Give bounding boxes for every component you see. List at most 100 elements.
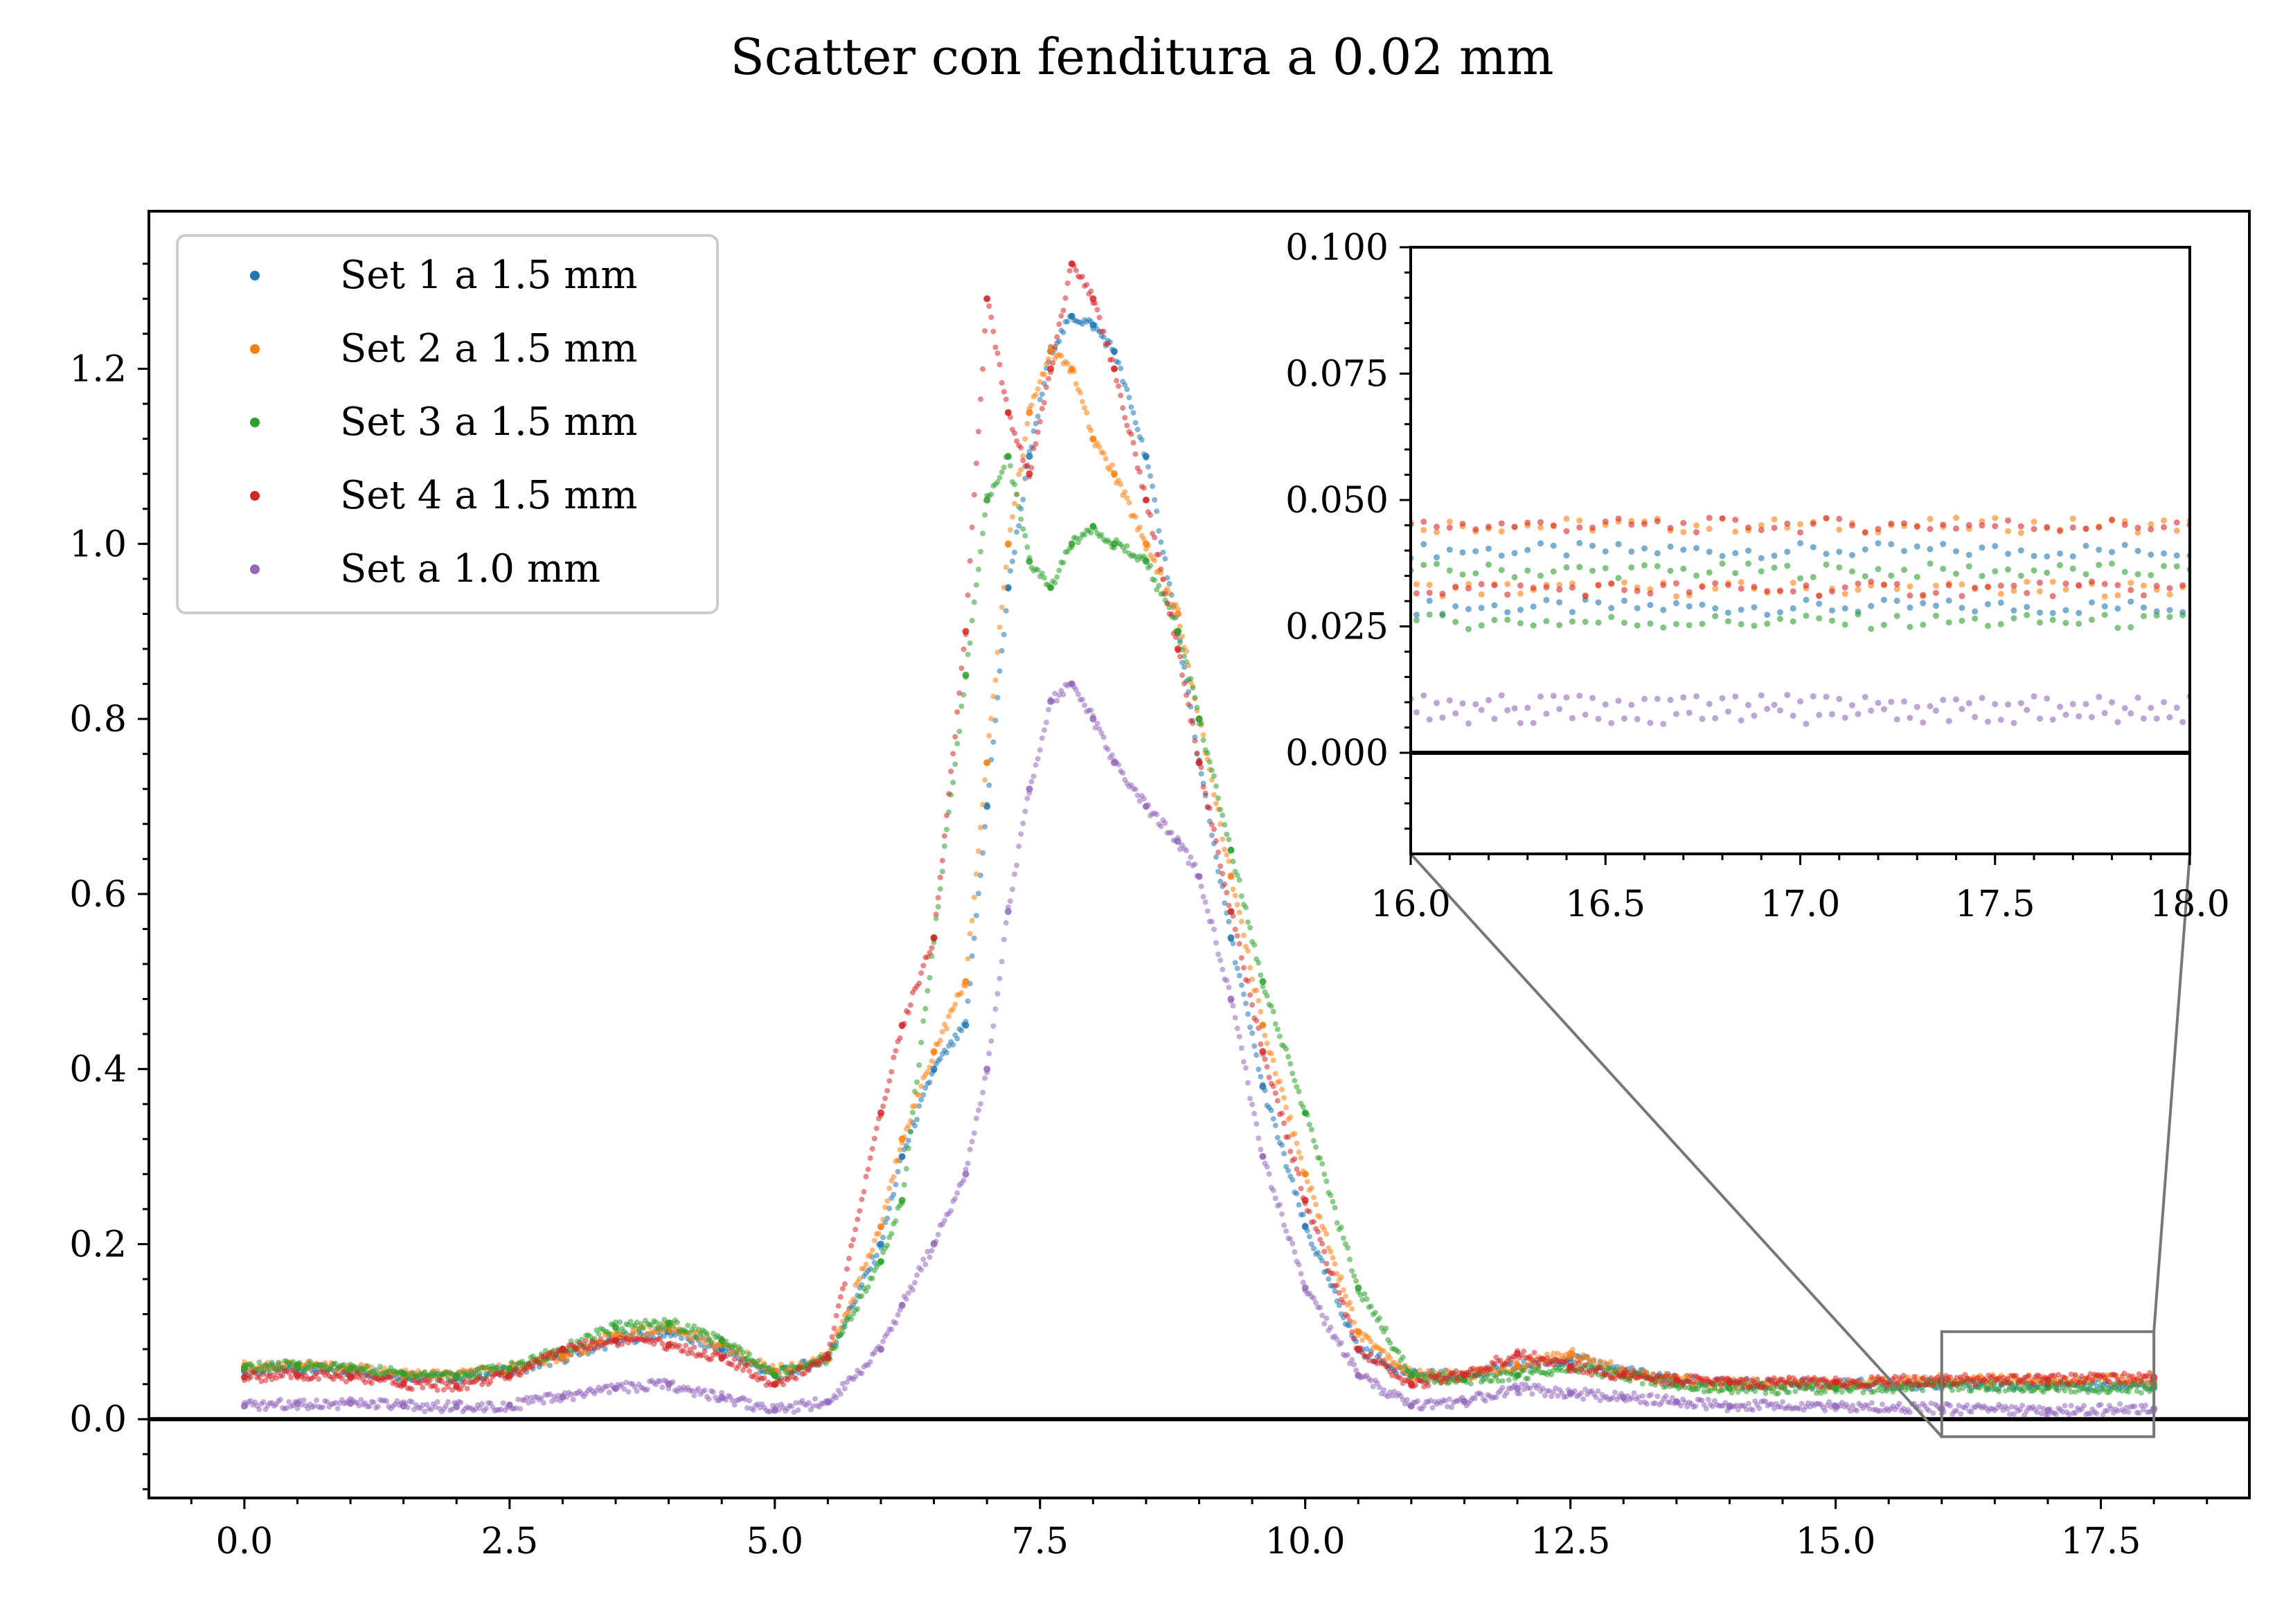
scatter-mark (970, 918, 975, 923)
scatter-mark (795, 1407, 801, 1413)
y-tick-label: 0.8 (69, 699, 127, 740)
scatter-mark (2019, 1402, 2025, 1408)
scatter-mark (1786, 1389, 1792, 1395)
chart-title: Scatter con fenditura a 0.02 mm (0, 28, 2284, 86)
scatter-mark (1054, 574, 1060, 580)
scatter-mark (891, 1192, 896, 1197)
scatter-mark (1124, 495, 1130, 501)
scatter-mark (806, 1368, 812, 1373)
scatter-mark (918, 1039, 924, 1045)
scatter-mark (761, 1375, 767, 1381)
scatter-mark (986, 303, 992, 309)
scatter-mark (1020, 526, 1026, 532)
scatter-mark (335, 1406, 341, 1411)
scatter-mark (1335, 1283, 1340, 1288)
scatter-mark (1404, 1397, 1410, 1402)
scatter-mark (963, 1019, 969, 1024)
scatter-mark (1050, 360, 1055, 366)
scatter-mark (1854, 1408, 1859, 1413)
scatter-mark (1184, 693, 1189, 698)
scatter-mark (1114, 378, 1119, 384)
scatter-mark (1517, 1391, 1522, 1396)
scatter-mark (1772, 1375, 1777, 1381)
scatter-mark (980, 1090, 985, 1096)
scatter-mark (1181, 681, 1187, 686)
scatter-mark (838, 1294, 844, 1300)
scatter-mark (827, 1341, 832, 1347)
scatter-mark (1060, 330, 1066, 335)
scatter-mark (834, 1313, 839, 1319)
scatter-mark (1088, 289, 1094, 294)
scatter-mark (1479, 1391, 1484, 1397)
scatter-mark (1387, 1355, 1393, 1361)
scatter-mark (621, 1329, 627, 1335)
scatter-mark (1301, 1195, 1306, 1201)
inset-mark (2044, 553, 2050, 560)
scatter-mark (1033, 762, 1039, 768)
scatter-mark (1156, 528, 1161, 534)
scatter-mark (900, 1302, 905, 1308)
scatter-mark (1551, 1362, 1556, 1368)
scatter-mark (575, 1346, 580, 1352)
scatter-mark (906, 1123, 911, 1129)
scatter-mark (1341, 1300, 1346, 1305)
scatter-mark (2053, 1411, 2059, 1417)
scatter-mark (1054, 698, 1060, 704)
scatter-mark (2139, 1390, 2144, 1395)
scatter-mark (1267, 1171, 1272, 1177)
inset-mark (1868, 603, 1874, 609)
scatter-mark (918, 1267, 924, 1273)
scatter-mark (1156, 552, 1161, 557)
scatter-mark (1211, 927, 1217, 932)
scatter-mark (1260, 984, 1265, 990)
scatter-mark (988, 716, 994, 722)
scatter-mark (866, 1167, 871, 1172)
scatter-mark (848, 1317, 854, 1322)
scatter-mark (1194, 751, 1199, 756)
scatter-mark (1209, 832, 1215, 838)
scatter-mark (886, 1186, 892, 1191)
scatter-mark (944, 1050, 949, 1055)
scatter-mark (1969, 1409, 1974, 1415)
scatter-mark (1525, 1376, 1531, 1382)
scatter-mark (2094, 1411, 2099, 1416)
scatter-mark (1489, 1378, 1495, 1384)
scatter-mark (1251, 1044, 1257, 1049)
scatter-mark (1265, 1164, 1270, 1170)
scatter-mark (834, 1344, 839, 1349)
scatter-mark (1313, 1202, 1319, 1207)
scatter-mark (1094, 721, 1100, 726)
inset-mark (1693, 522, 1699, 528)
scatter-mark (1141, 796, 1147, 801)
scatter-mark (1290, 1241, 1295, 1247)
scatter-mark (927, 1080, 932, 1085)
scatter-mark (844, 1266, 850, 1271)
scatter-mark (984, 760, 990, 766)
scatter-mark (1120, 770, 1125, 776)
scatter-mark (744, 1363, 750, 1368)
scatter-mark (1253, 1052, 1259, 1058)
scatter-mark (954, 709, 960, 715)
scatter-mark (840, 1330, 846, 1335)
scatter-mark (1199, 771, 1204, 776)
scatter-mark (948, 769, 954, 774)
scatter-mark (884, 1198, 890, 1204)
scatter-mark (1215, 850, 1221, 855)
scatter-mark (1003, 564, 1009, 570)
inset-mark (1479, 591, 1485, 598)
scatter-mark (1277, 1033, 1283, 1039)
scatter-mark (1141, 537, 1147, 542)
scatter-mark (1205, 751, 1211, 756)
scatter-mark (918, 1083, 924, 1089)
scatter-mark (1339, 1340, 1344, 1346)
x-tick-label: 15.0 (1796, 1521, 1876, 1562)
scatter-mark (1239, 893, 1244, 899)
inset-mark (1959, 605, 1965, 611)
scatter-mark (1572, 1388, 1578, 1393)
scatter-mark (1065, 319, 1071, 324)
scatter-mark (738, 1359, 744, 1365)
scatter-mark (1542, 1393, 1548, 1398)
scatter-mark (1235, 873, 1240, 878)
scatter-mark (1267, 1075, 1272, 1080)
